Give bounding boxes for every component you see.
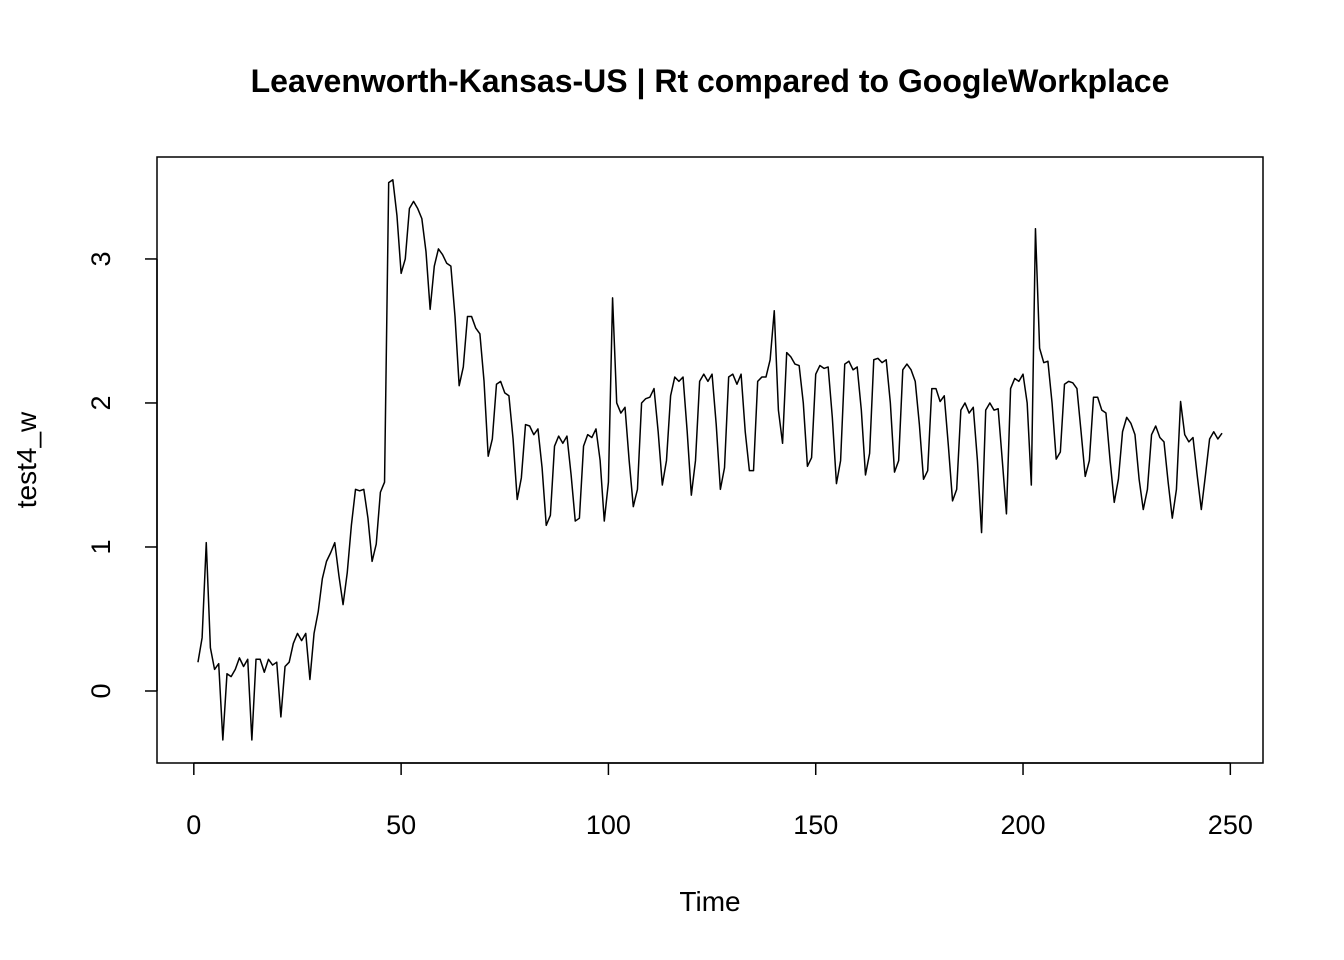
x-tick-label: 0 [186,810,201,840]
y-tick-label: 2 [86,395,116,410]
chart-title: Leavenworth-Kansas-US | Rt compared to G… [251,63,1170,99]
series-line [197,179,1223,741]
x-tick-label: 200 [1000,810,1045,840]
x-tick-label: 250 [1208,810,1253,840]
plot-frame [156,156,1264,764]
x-tick-label: 50 [386,810,416,840]
y-axis-label: test4_w [11,411,42,508]
y-tick-label: 0 [86,683,116,698]
x-axis-label: Time [679,886,740,917]
y-tick-label: 1 [86,539,116,554]
x-tick-label: 150 [793,810,838,840]
y-tick-label: 3 [86,251,116,266]
x-tick-label: 100 [586,810,631,840]
